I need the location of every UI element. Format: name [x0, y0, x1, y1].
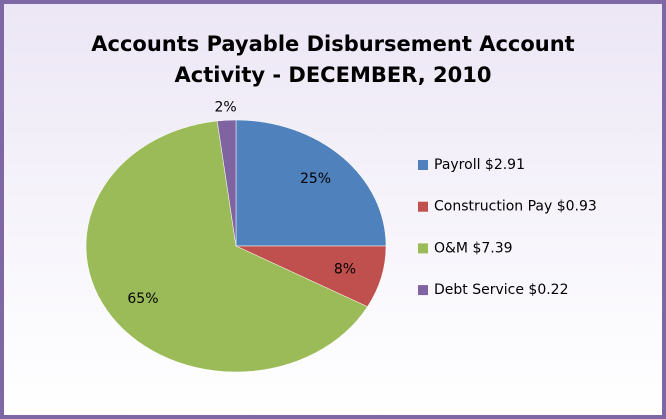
data-label: 8%: [334, 262, 356, 278]
data-label: 65%: [127, 291, 158, 307]
chart-title: Accounts Payable Disbursement Account: [91, 32, 574, 56]
legend-swatch: [418, 285, 428, 296]
legend-swatch: [418, 201, 428, 212]
legend-label: Construction Pay $0.93: [434, 199, 597, 215]
pie-slice: [235, 119, 387, 247]
chart-title: Activity - DECEMBER, 2010: [175, 63, 492, 87]
pie-slice: [216, 119, 237, 247]
data-label: 2%: [215, 100, 237, 116]
legend-label: O&M $7.39: [434, 240, 513, 256]
legend-swatch: [418, 243, 428, 254]
data-label: 25%: [300, 171, 331, 187]
legend-swatch: [418, 160, 428, 170]
legend-label: Payroll $2.91: [434, 157, 525, 173]
pie-slice: [85, 120, 368, 373]
legend-label: Debt Service $0.22: [434, 282, 569, 298]
